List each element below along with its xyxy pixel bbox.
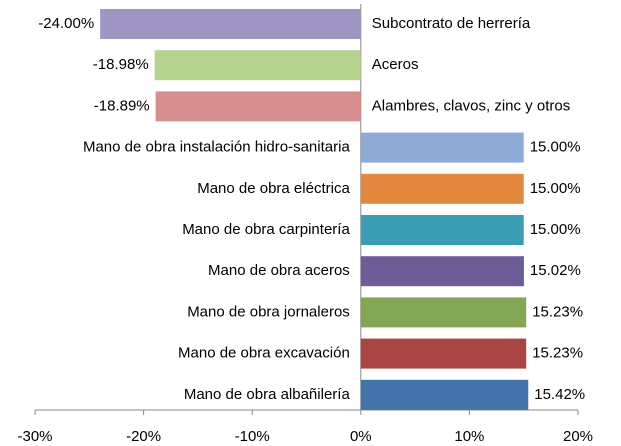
category-label: Alambres, clavos, zinc y otros [372,97,570,114]
value-label: 15.00% [530,221,581,238]
value-label: 15.00% [530,180,581,197]
category-label: Mano de obra albañilería [184,386,351,403]
bar [155,91,361,122]
category-label: Mano de obra instalación hidro-sanitaria [83,139,350,156]
x-tick-label: 0% [350,428,372,445]
bar [360,379,529,410]
value-label: 15.42% [534,386,585,403]
category-label: Mano de obra carpintería [182,221,350,238]
value-label: -18.89% [94,97,150,114]
bar [360,297,527,328]
category-label: Mano de obra eléctrica [197,180,350,197]
value-label: -24.00% [38,15,94,32]
bar [360,215,524,245]
bar [100,9,361,39]
bar [154,50,361,81]
category-label: Subcontrato de herrería [372,15,531,32]
x-tick-label: -30% [17,428,52,445]
bar [360,132,524,163]
bar [360,256,524,287]
bar [360,173,524,204]
value-label: -18.98% [93,56,149,73]
value-label: 15.00% [530,139,581,156]
value-label: 15.23% [532,303,583,320]
category-label: Mano de obra aceros [208,262,350,279]
category-label: Aceros [372,56,419,73]
value-label: 15.23% [532,345,583,362]
x-tick-label: 10% [454,428,484,445]
bar [360,338,527,369]
category-label: Mano de obra jornaleros [187,303,350,320]
category-label: Mano de obra excavación [178,345,350,362]
x-tick-label: -10% [235,428,270,445]
x-tick-label: -20% [126,428,161,445]
value-label: 15.02% [530,262,581,279]
x-tick-label: 20% [563,428,593,445]
